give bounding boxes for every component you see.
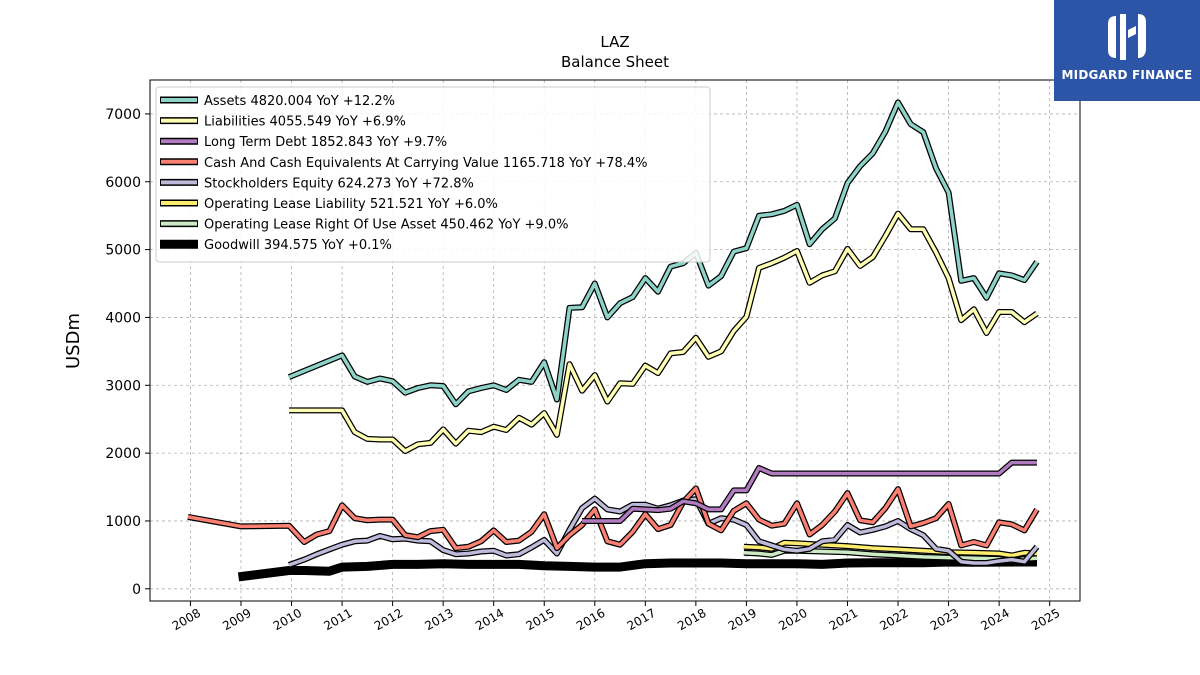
x-tick-label: 2017 <box>625 606 658 633</box>
x-tick-label: 2010 <box>271 606 304 633</box>
y-tick-label: 3000 <box>105 378 141 394</box>
legend-entry: Operating Lease Liability 521.521 YoY +6… <box>204 197 498 212</box>
x-tick-label: 2025 <box>1029 606 1062 633</box>
series-lines <box>187 99 1040 582</box>
brand-name: MIDGARD FINANCE <box>1061 68 1193 82</box>
series-line-long-term-debt <box>582 460 1037 523</box>
x-tick-label: 2011 <box>321 606 354 633</box>
x-tick-label: 2012 <box>372 606 405 633</box>
chart-title: LAZ <box>600 33 629 51</box>
series-line-cash-and-cash-equivalents-at-carrying-value <box>187 486 1039 550</box>
series-line-assets <box>288 100 1039 407</box>
legend-box <box>155 86 711 263</box>
legend-entry: Operating Lease Right Of Use Asset 450.4… <box>204 218 568 233</box>
legend-entry: Long Term Debt 1852.843 YoY +9.7% <box>204 135 447 150</box>
x-tick-label: 2014 <box>473 606 506 633</box>
legend-entry: Goodwill 394.575 YoY +0.1% <box>204 238 392 253</box>
x-tick-label: 2022 <box>877 606 910 633</box>
series-outline-long-term-debt <box>582 459 1037 524</box>
y-tick-label: 1000 <box>105 514 141 530</box>
legend-entry: Liabilities 4055.549 YoY +6.9% <box>204 115 406 130</box>
legend: Assets 4820.004 YoY +12.2% Liabilities 40… <box>155 86 711 263</box>
plot-frame <box>149 79 1081 602</box>
legend-entry: Assets 4820.004 YoY +12.2% <box>204 94 395 109</box>
chart-subtitle: Balance Sheet <box>561 53 669 71</box>
y-tick-label: 0 <box>132 582 141 598</box>
x-tick-label: 2016 <box>574 606 607 633</box>
x-tick-label: 2015 <box>524 606 557 633</box>
x-tick-label: 2013 <box>422 606 455 633</box>
y-tick-label: 5000 <box>105 243 141 259</box>
x-tick-label: 2008 <box>170 606 203 633</box>
x-tick-label: 2024 <box>978 606 1011 633</box>
series-line-liabilities <box>289 211 1039 453</box>
x-tick-label: 2019 <box>726 606 759 633</box>
y-tick-label: 4000 <box>105 310 141 326</box>
series-line-goodwill <box>237 557 1038 582</box>
y-tick-label: 7000 <box>105 107 141 123</box>
midgard-h-logo-icon <box>1108 14 1146 60</box>
x-tick-label: 2023 <box>928 606 961 633</box>
x-tick-label: 2021 <box>827 606 860 633</box>
y-tick-label: 6000 <box>105 175 141 191</box>
y-axis-label: USDm <box>63 313 84 369</box>
legend-entry: Stockholders Equity 624.273 YoY +72.8% <box>204 176 474 191</box>
y-tick-label: 2000 <box>105 446 141 462</box>
x-tick-label: 2018 <box>675 606 708 633</box>
legend-entry: Cash And Cash Equivalents At Carrying Va… <box>204 156 647 171</box>
x-tick-label: 2020 <box>776 606 809 633</box>
brand-logo: MIDGARD FINANCE <box>1054 0 1200 101</box>
x-tick-label: 2009 <box>220 606 253 633</box>
